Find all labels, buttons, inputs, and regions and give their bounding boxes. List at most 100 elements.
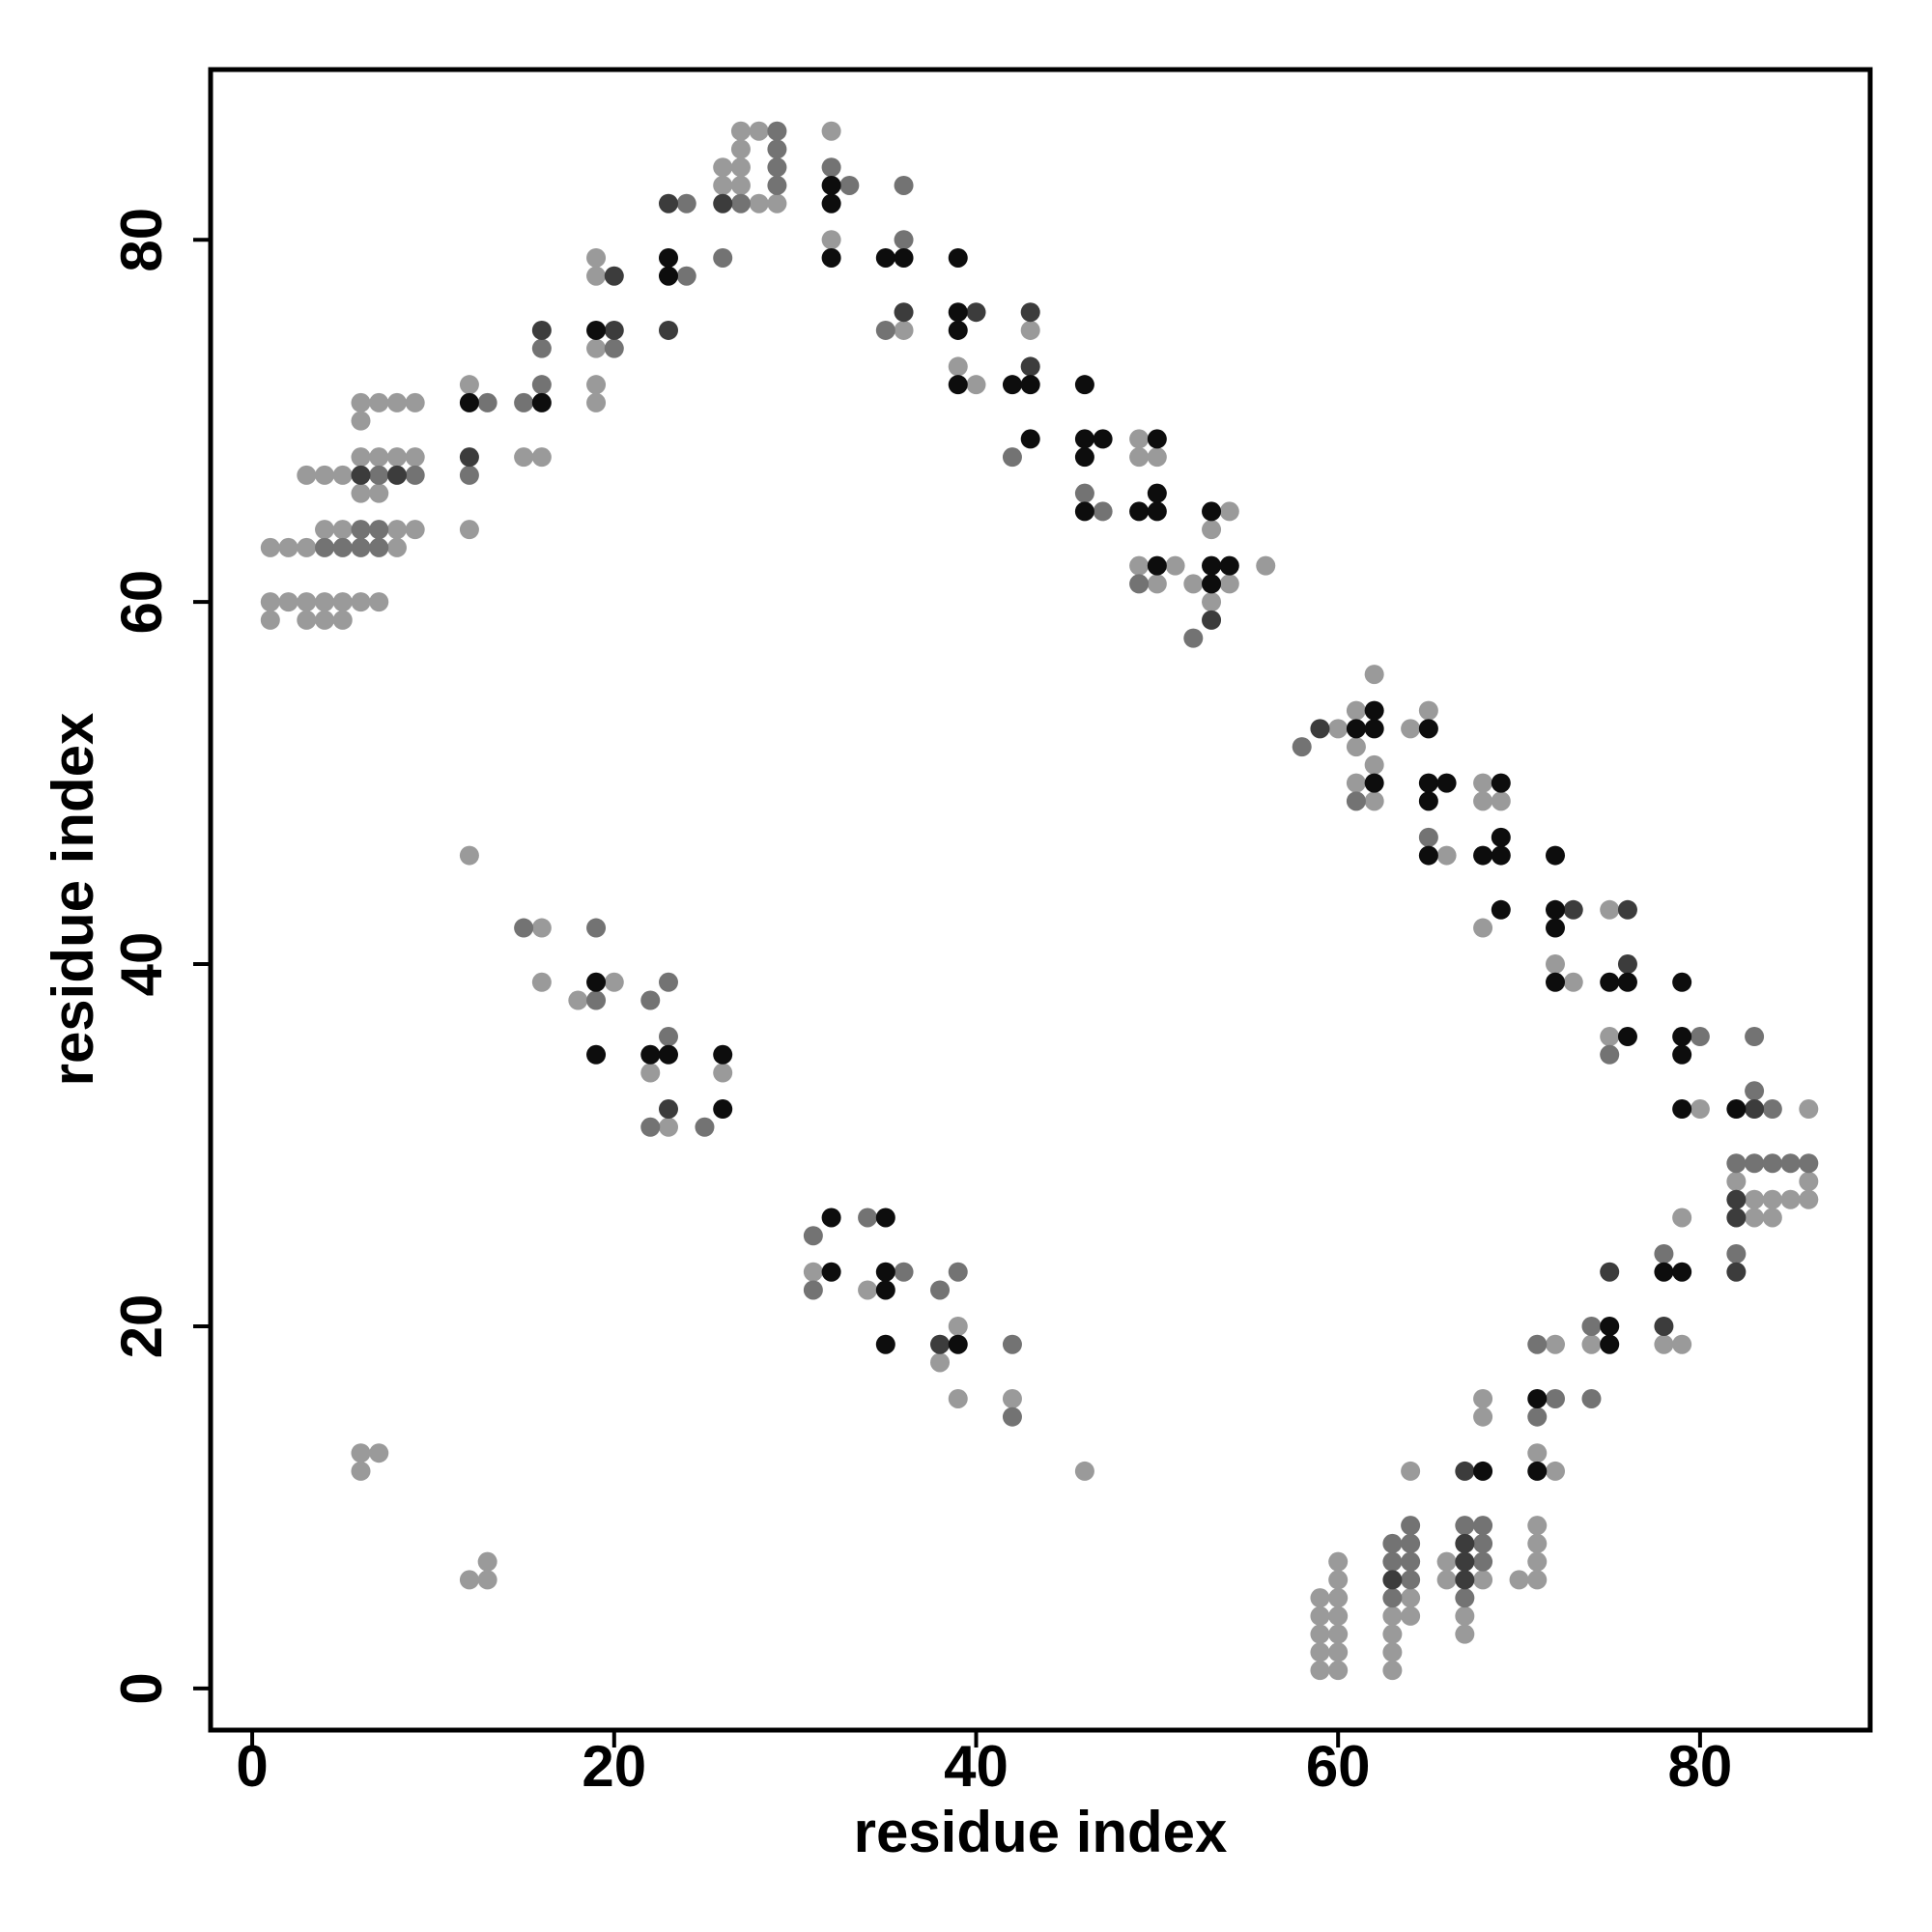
point: [1799, 1153, 1819, 1174]
point: [351, 1461, 371, 1481]
point: [604, 972, 624, 992]
point: [1473, 1570, 1493, 1590]
point: [948, 356, 968, 377]
point: [1129, 447, 1150, 468]
point: [658, 1027, 678, 1047]
point: [369, 392, 389, 412]
point: [1074, 429, 1094, 449]
point: [875, 1280, 895, 1300]
point: [586, 972, 607, 992]
point: [531, 392, 552, 412]
point: [586, 320, 607, 340]
point: [1527, 1516, 1548, 1536]
point: [351, 465, 371, 485]
point: [1745, 1027, 1765, 1047]
point: [676, 193, 696, 213]
point: [315, 537, 335, 557]
point: [894, 320, 914, 340]
y-tick-label: 60: [109, 570, 174, 635]
point: [948, 1316, 968, 1336]
point: [477, 1570, 497, 1590]
point: [1762, 1099, 1782, 1120]
point: [1002, 1388, 1022, 1408]
point: [1581, 1388, 1602, 1408]
point: [1093, 501, 1113, 522]
point: [1546, 972, 1566, 992]
point: [1563, 972, 1583, 992]
point: [1672, 1027, 1692, 1047]
point: [1672, 1208, 1692, 1228]
point: [658, 247, 678, 268]
point: [514, 447, 534, 468]
point: [1093, 429, 1113, 449]
point: [875, 1334, 895, 1354]
point: [604, 338, 624, 358]
point: [875, 1262, 895, 1282]
point: [730, 175, 751, 195]
point: [821, 121, 841, 141]
x-tick-label: 0: [236, 1734, 268, 1799]
point: [260, 592, 280, 612]
point: [1600, 1316, 1620, 1336]
point: [1401, 1533, 1421, 1553]
point: [1020, 320, 1040, 340]
point: [386, 537, 407, 557]
point: [1310, 1642, 1330, 1662]
point: [332, 520, 353, 540]
point: [1147, 483, 1167, 503]
point: [351, 447, 371, 468]
point: [803, 1262, 823, 1282]
point: [1147, 429, 1167, 449]
point: [1382, 1642, 1403, 1662]
point: [1328, 1588, 1349, 1608]
point: [514, 918, 534, 938]
point: [948, 320, 968, 340]
point: [1310, 1588, 1330, 1608]
point: [658, 193, 678, 213]
point: [1455, 1516, 1475, 1536]
point: [767, 193, 787, 213]
point: [1418, 700, 1438, 721]
point: [351, 520, 371, 540]
point: [351, 1443, 371, 1463]
y-tick-label: 20: [109, 1294, 174, 1359]
point: [332, 465, 353, 485]
point: [1401, 1461, 1421, 1481]
point: [948, 375, 968, 395]
point: [1527, 1570, 1548, 1590]
point: [713, 1099, 733, 1120]
point: [1183, 574, 1204, 594]
point: [875, 247, 895, 268]
point: [658, 266, 678, 286]
point: [713, 157, 733, 178]
point: [1346, 773, 1366, 793]
point: [477, 1551, 497, 1572]
point: [1346, 737, 1366, 757]
point: [1799, 1189, 1819, 1209]
point: [676, 266, 696, 286]
point: [1436, 773, 1457, 793]
point: [1546, 918, 1566, 938]
x-tick-label: 60: [1306, 1734, 1371, 1799]
point: [1672, 1262, 1692, 1282]
point: [369, 537, 389, 557]
point: [658, 320, 678, 340]
point: [767, 175, 787, 195]
y-tick-label: 0: [109, 1672, 174, 1704]
point: [1654, 1262, 1674, 1282]
point: [586, 338, 607, 358]
point: [1527, 1461, 1548, 1481]
point: [1600, 1334, 1620, 1354]
point: [1672, 1334, 1692, 1354]
point: [1364, 773, 1384, 793]
point: [894, 1262, 914, 1282]
point: [1672, 1044, 1692, 1065]
point: [658, 1099, 678, 1120]
point: [821, 193, 841, 213]
point: [1129, 574, 1150, 594]
point: [1473, 791, 1493, 811]
point: [1546, 954, 1566, 975]
point: [405, 447, 425, 468]
point: [1473, 1406, 1493, 1427]
